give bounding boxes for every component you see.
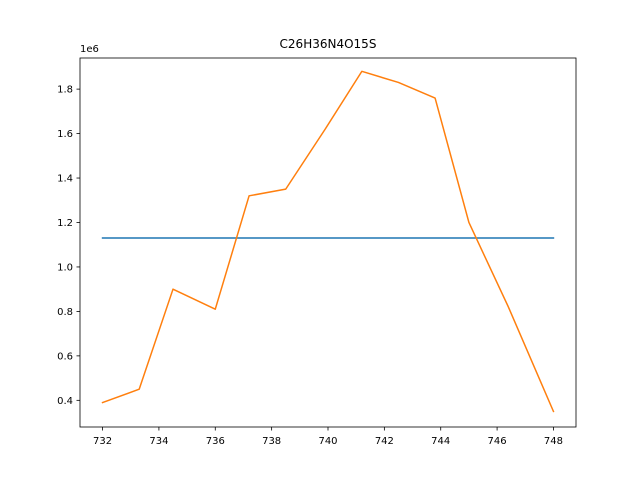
x-tick-label: 738 bbox=[262, 436, 281, 447]
series-line-2 bbox=[101, 70, 555, 413]
y-tick-label: 0.6 bbox=[57, 351, 73, 362]
x-tick-label: 736 bbox=[206, 436, 225, 447]
x-tick-label: 746 bbox=[488, 436, 507, 447]
x-tick-label: 742 bbox=[375, 436, 394, 447]
y-axis: 0.4 0.6 0.8 1.0 1.2 1.4 1.6 1.8 bbox=[57, 85, 80, 407]
y-tick-label: 0.8 bbox=[57, 307, 73, 318]
series-layer bbox=[101, 70, 555, 413]
x-tick-label: 748 bbox=[544, 436, 563, 447]
y-tick-label: 1.2 bbox=[57, 218, 73, 229]
x-tick-label: 734 bbox=[149, 436, 168, 447]
y-tick-label: 0.4 bbox=[57, 396, 73, 407]
y-tick-label: 1.4 bbox=[57, 174, 73, 185]
plot-frame bbox=[79, 57, 577, 428]
x-tick-label: 740 bbox=[318, 436, 337, 447]
x-axis: 732 734 736 738 740 742 744 746 748 bbox=[93, 427, 563, 447]
x-tick-label: 732 bbox=[93, 436, 112, 447]
y-tick-label: 1.6 bbox=[57, 129, 73, 140]
y-tick-label: 1.8 bbox=[57, 85, 73, 96]
y-axis-offset-label: 1e6 bbox=[80, 44, 99, 55]
chart-title: C26H36N4O15S bbox=[280, 37, 377, 51]
x-tick-label: 744 bbox=[431, 436, 450, 447]
y-tick-label: 1.0 bbox=[57, 262, 73, 273]
